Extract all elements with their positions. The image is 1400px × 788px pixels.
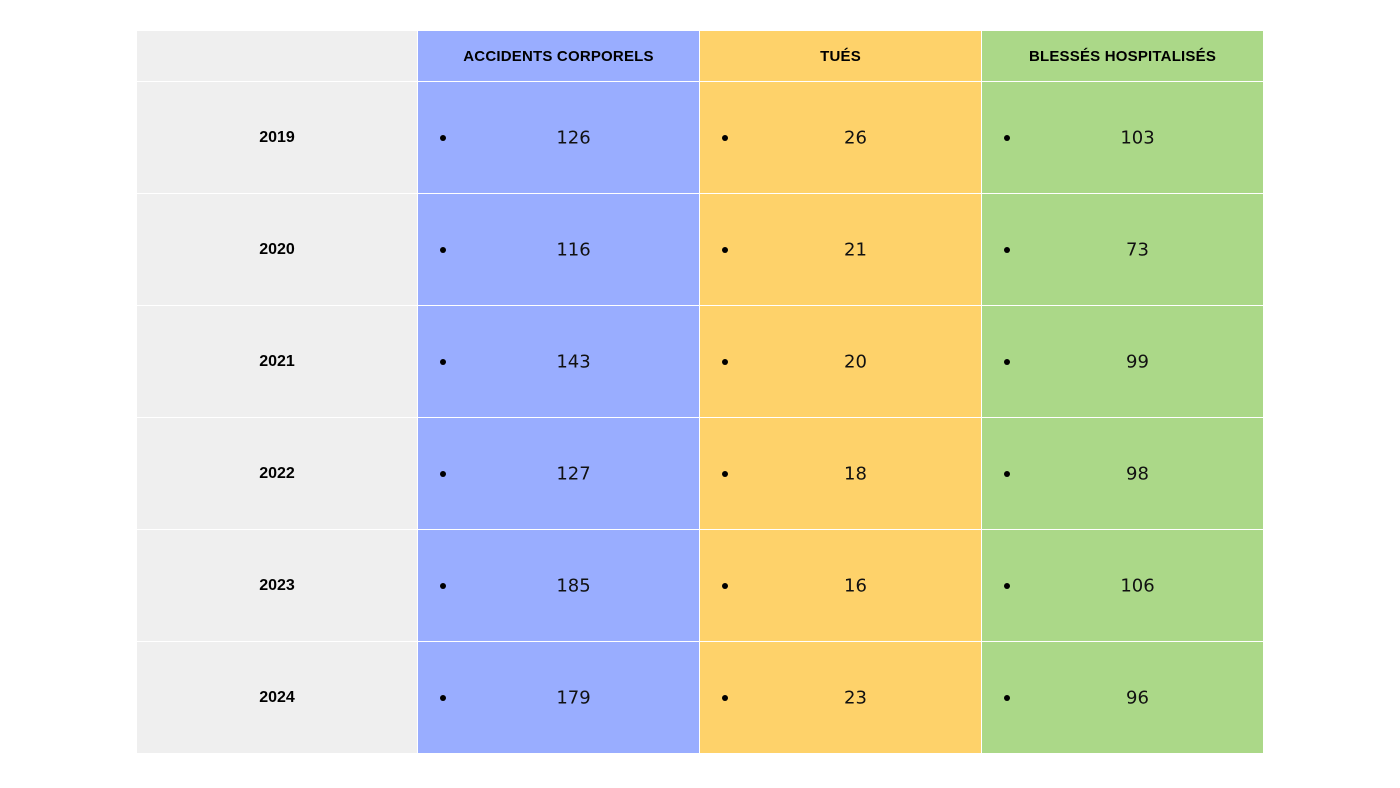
header-accidents-cell: ACCIDENTS CORPORELS (418, 31, 699, 81)
header-accidents-label: ACCIDENTS CORPORELS (463, 47, 654, 65)
tues-value: 20 (844, 351, 867, 372)
tues-value: 23 (844, 687, 867, 708)
bullet-icon (722, 470, 728, 477)
blesses-value: 99 (1126, 351, 1149, 372)
bullet-icon (722, 134, 728, 141)
year-cell: 2024 (137, 642, 417, 753)
bullet-icon (1004, 694, 1010, 701)
tues-value: 26 (844, 127, 867, 148)
year-label: 2019 (259, 128, 295, 146)
bullet-icon (1004, 470, 1010, 477)
year-label: 2022 (259, 464, 295, 482)
accidents-cell: 143 (418, 306, 699, 417)
blesses-value: 106 (1120, 575, 1155, 596)
tues-value: 21 (844, 239, 867, 260)
bullet-icon (722, 694, 728, 701)
blesses-cell: 73 (982, 194, 1263, 305)
tues-value: 16 (844, 575, 867, 596)
bullet-icon (722, 582, 728, 589)
blesses-cell: 106 (982, 530, 1263, 641)
accidents-cell: 185 (418, 530, 699, 641)
year-label: 2024 (259, 688, 295, 706)
accidents-value: 143 (556, 351, 591, 372)
bullet-icon (1004, 246, 1010, 253)
tues-cell: 21 (700, 194, 981, 305)
bullet-icon (722, 358, 728, 365)
bullet-icon (440, 358, 446, 365)
accidents-cell: 126 (418, 82, 699, 193)
header-blesses-cell: BLESSÉS HOSPITALISÉS (982, 31, 1263, 81)
header-tues-label: TUÉS (820, 47, 861, 65)
blesses-value: 73 (1126, 239, 1149, 260)
tues-cell: 18 (700, 418, 981, 529)
bullet-icon (1004, 134, 1010, 141)
blesses-cell: 103 (982, 82, 1263, 193)
blesses-cell: 99 (982, 306, 1263, 417)
blesses-value: 96 (1126, 687, 1149, 708)
accidents-value: 127 (556, 463, 591, 484)
year-cell: 2021 (137, 306, 417, 417)
accidents-value: 126 (556, 127, 591, 148)
bullet-icon (440, 134, 446, 141)
year-cell: 2019 (137, 82, 417, 193)
bullet-icon (440, 470, 446, 477)
blesses-value: 98 (1126, 463, 1149, 484)
accidents-cell: 127 (418, 418, 699, 529)
header-blesses-label: BLESSÉS HOSPITALISÉS (1028, 47, 1217, 65)
stats-table: ACCIDENTS CORPORELS TUÉS BLESSÉS HOSPITA… (137, 31, 1263, 756)
tues-cell: 20 (700, 306, 981, 417)
header-tues-cell: TUÉS (700, 31, 981, 81)
year-label: 2020 (259, 240, 295, 258)
accidents-cell: 179 (418, 642, 699, 753)
tues-cell: 26 (700, 82, 981, 193)
tues-cell: 23 (700, 642, 981, 753)
tues-cell: 16 (700, 530, 981, 641)
year-cell: 2022 (137, 418, 417, 529)
bullet-icon (1004, 582, 1010, 589)
accidents-value: 179 (556, 687, 591, 708)
blesses-cell: 98 (982, 418, 1263, 529)
year-label: 2023 (259, 576, 295, 594)
bullet-icon (440, 246, 446, 253)
tues-value: 18 (844, 463, 867, 484)
bullet-icon (722, 246, 728, 253)
accidents-value: 185 (556, 575, 591, 596)
year-cell: 2020 (137, 194, 417, 305)
year-cell: 2023 (137, 530, 417, 641)
accidents-cell: 116 (418, 194, 699, 305)
bullet-icon (1004, 358, 1010, 365)
blesses-cell: 96 (982, 642, 1263, 753)
blesses-value: 103 (1120, 127, 1155, 148)
bullet-icon (440, 694, 446, 701)
year-label: 2021 (259, 352, 295, 370)
header-year-cell (137, 31, 417, 81)
bullet-icon (440, 582, 446, 589)
accidents-value: 116 (556, 239, 591, 260)
